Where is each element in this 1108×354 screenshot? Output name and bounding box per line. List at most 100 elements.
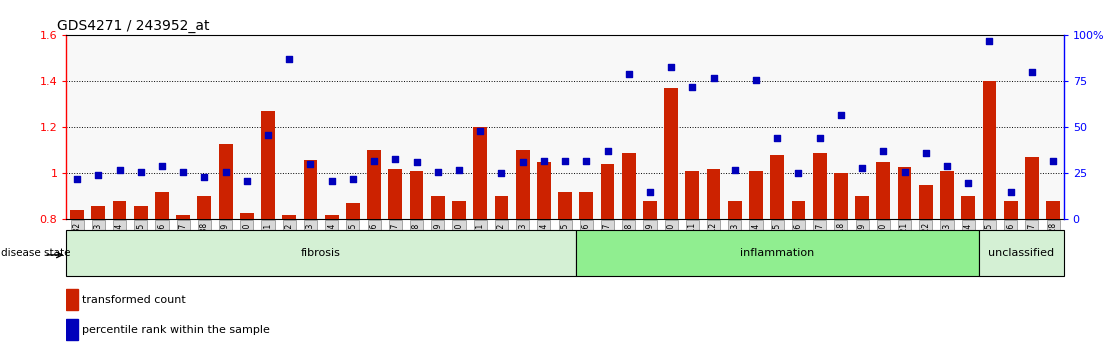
Point [514,160,532,165]
Bar [749,171,763,354]
Point [429,169,447,175]
Point [1044,158,1061,164]
Bar [962,196,975,354]
Bar [283,215,296,354]
Bar [410,171,423,354]
Bar [897,166,912,354]
Point [790,171,808,176]
Text: inflammation: inflammation [740,248,814,258]
Point [917,150,935,156]
Point [280,57,298,62]
Bar [622,153,636,354]
Point [535,158,553,164]
Point [90,172,107,178]
Bar [686,171,699,354]
Point [153,163,171,169]
Point [768,136,786,141]
Point [1023,69,1040,75]
Bar [367,150,381,354]
Point [69,176,86,182]
Bar [537,162,551,354]
Bar [431,196,444,354]
Point [471,128,489,134]
Point [345,176,362,182]
Bar [515,150,530,354]
Bar [261,111,275,354]
Point [895,169,913,175]
Point [132,169,150,175]
Point [322,178,340,184]
Bar [346,203,360,354]
Text: transformed count: transformed count [82,295,186,305]
Bar [558,192,572,354]
Bar [240,212,254,354]
Point [556,158,574,164]
Point [705,75,722,81]
Bar [1025,157,1039,354]
Bar [643,201,657,354]
Point [1002,189,1019,195]
Point [408,160,425,165]
Bar [579,192,593,354]
Point [726,167,743,173]
Bar [983,81,996,354]
Bar [494,196,509,354]
Bar [197,196,212,354]
Point [938,163,956,169]
Point [874,149,892,154]
Bar [665,88,678,354]
Text: percentile rank within the sample: percentile rank within the sample [82,325,270,335]
Bar [707,169,720,354]
Point [111,167,129,173]
Point [981,38,998,44]
Bar [66,289,78,310]
Bar [134,206,147,354]
Point [811,136,829,141]
Point [832,112,850,118]
Point [960,180,977,185]
Point [366,158,383,164]
Point [642,189,659,195]
Bar [601,164,615,354]
Point [217,169,235,175]
Point [450,167,468,173]
Point [663,64,680,69]
Text: unclassified: unclassified [988,248,1055,258]
Bar [1046,201,1060,354]
Bar [1004,201,1017,354]
Bar [155,192,168,354]
Bar [70,210,84,354]
Point [387,156,404,161]
Text: GDS4271 / 243952_at: GDS4271 / 243952_at [57,19,209,33]
Point [619,71,637,77]
FancyBboxPatch shape [978,230,1064,276]
Point [684,84,701,90]
Bar [473,127,488,354]
Bar [389,169,402,354]
Bar [452,201,465,354]
Bar [176,215,191,354]
Point [747,77,765,82]
Bar [218,144,233,354]
Bar [791,201,806,354]
Point [598,149,616,154]
Point [174,169,192,175]
Bar [770,155,784,354]
Text: disease state: disease state [1,248,71,258]
Bar [940,171,954,354]
Bar [919,185,933,354]
Bar [325,215,339,354]
Bar [113,201,126,354]
Point [493,171,511,176]
Point [238,178,256,184]
Bar [728,201,741,354]
Bar [876,162,890,354]
FancyBboxPatch shape [66,230,576,276]
Text: fibrosis: fibrosis [301,248,341,258]
Point [195,174,213,180]
Point [301,161,319,167]
Bar [813,153,827,354]
FancyBboxPatch shape [576,230,978,276]
Bar [304,160,317,354]
Bar [834,173,848,354]
